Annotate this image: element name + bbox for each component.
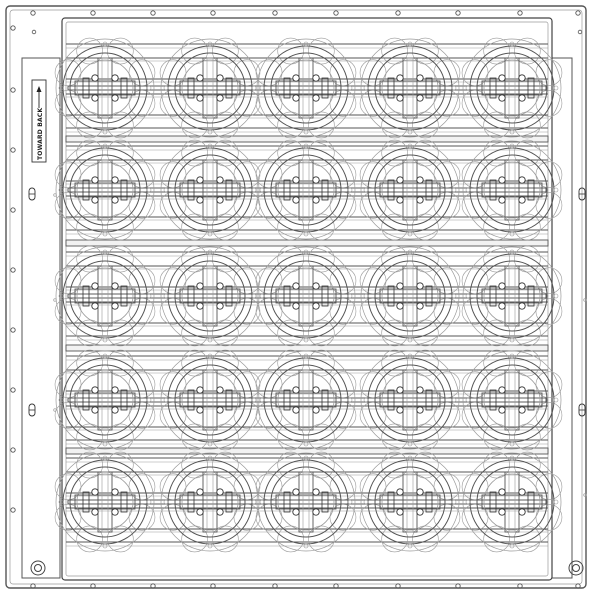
side-slot bbox=[28, 187, 36, 201]
main-tray-inner bbox=[65, 21, 549, 577]
small-marker bbox=[583, 493, 587, 497]
row-separator bbox=[65, 239, 549, 247]
socket-cell bbox=[359, 245, 461, 347]
bottom-edge-hole bbox=[272, 583, 278, 589]
socket-cell bbox=[255, 37, 357, 139]
top-edge-hole bbox=[455, 10, 461, 16]
left-edge-hole bbox=[10, 87, 16, 93]
socket-cell bbox=[359, 37, 461, 139]
socket-cell bbox=[461, 139, 563, 241]
socket-cell bbox=[54, 451, 156, 553]
socket-cell bbox=[159, 451, 261, 553]
socket-cell bbox=[54, 37, 156, 139]
socket-cell bbox=[54, 349, 156, 451]
center-rail bbox=[67, 85, 547, 91]
left-edge-hole bbox=[10, 447, 16, 453]
left-edge-hole bbox=[10, 387, 16, 393]
bottom-edge-hole bbox=[30, 583, 36, 589]
bottom-edge-hole bbox=[575, 583, 581, 589]
outer-plate-border bbox=[5, 5, 587, 589]
top-edge-hole bbox=[517, 10, 523, 16]
left-edge-hole bbox=[10, 147, 16, 153]
direction-label: TOWARD BACK bbox=[37, 108, 44, 160]
socket-cell bbox=[461, 245, 563, 347]
horizontal-rails bbox=[65, 43, 549, 547]
bottom-edge-hole bbox=[150, 583, 156, 589]
left-edge-hole bbox=[10, 327, 16, 333]
socket-cell bbox=[461, 349, 563, 451]
corner-hole bbox=[31, 29, 37, 35]
top-edge-hole bbox=[210, 10, 216, 16]
left-edge-hole bbox=[10, 207, 16, 213]
center-rail bbox=[67, 187, 547, 193]
socket-cell bbox=[461, 451, 563, 553]
main-tray-outline bbox=[61, 17, 553, 581]
socket-cell bbox=[359, 139, 461, 241]
socket-cell bbox=[461, 37, 563, 139]
socket-cell bbox=[255, 451, 357, 553]
socket-cell bbox=[359, 349, 461, 451]
socket-cell bbox=[54, 245, 156, 347]
top-edge-hole bbox=[575, 10, 581, 16]
corner-foot-bottom-right bbox=[568, 560, 584, 576]
bottom-edge-hole bbox=[90, 583, 96, 589]
bottom-edge-hole bbox=[455, 583, 461, 589]
socket-grid bbox=[54, 37, 563, 553]
edge-mounting-holes bbox=[10, 10, 583, 589]
socket-cell bbox=[159, 139, 261, 241]
row-separator bbox=[65, 344, 549, 352]
left-flange bbox=[21, 57, 61, 579]
top-edge-hole bbox=[272, 10, 278, 16]
bottom-edge-hole bbox=[517, 583, 523, 589]
socket-cell bbox=[255, 349, 357, 451]
socket-cell bbox=[359, 451, 461, 553]
bottom-edge-hole bbox=[210, 583, 216, 589]
side-slot bbox=[578, 403, 586, 417]
top-edge-hole bbox=[30, 10, 36, 16]
top-edge-hole bbox=[395, 10, 401, 16]
top-edge-hole bbox=[150, 10, 156, 16]
row-separator bbox=[65, 135, 549, 143]
top-edge-hole bbox=[333, 10, 339, 16]
socket-cell bbox=[255, 139, 357, 241]
socket-cell bbox=[54, 139, 156, 241]
left-edge-hole bbox=[10, 25, 16, 31]
center-rail bbox=[67, 397, 547, 403]
side-slot bbox=[578, 187, 586, 201]
side-slots bbox=[28, 187, 587, 497]
socket-cell bbox=[159, 349, 261, 451]
direction-arrow-icon bbox=[36, 86, 42, 108]
side-slot bbox=[28, 403, 36, 417]
socket-cell bbox=[255, 245, 357, 347]
corner-hole bbox=[577, 29, 583, 35]
top-edge-hole bbox=[90, 10, 96, 16]
small-marker bbox=[583, 298, 587, 302]
row-separator bbox=[65, 447, 549, 455]
corner-foot-bottom-left bbox=[30, 560, 46, 576]
outer-plate-inner-border bbox=[9, 9, 583, 585]
left-edge-hole bbox=[10, 507, 16, 513]
center-rail bbox=[67, 293, 547, 299]
center-rail bbox=[67, 499, 547, 505]
bottom-edge-hole bbox=[333, 583, 339, 589]
direction-label-box bbox=[31, 79, 47, 163]
socket-cell bbox=[159, 37, 261, 139]
left-edge-hole bbox=[10, 267, 16, 273]
socket-cell bbox=[159, 245, 261, 347]
bottom-edge-hole bbox=[395, 583, 401, 589]
